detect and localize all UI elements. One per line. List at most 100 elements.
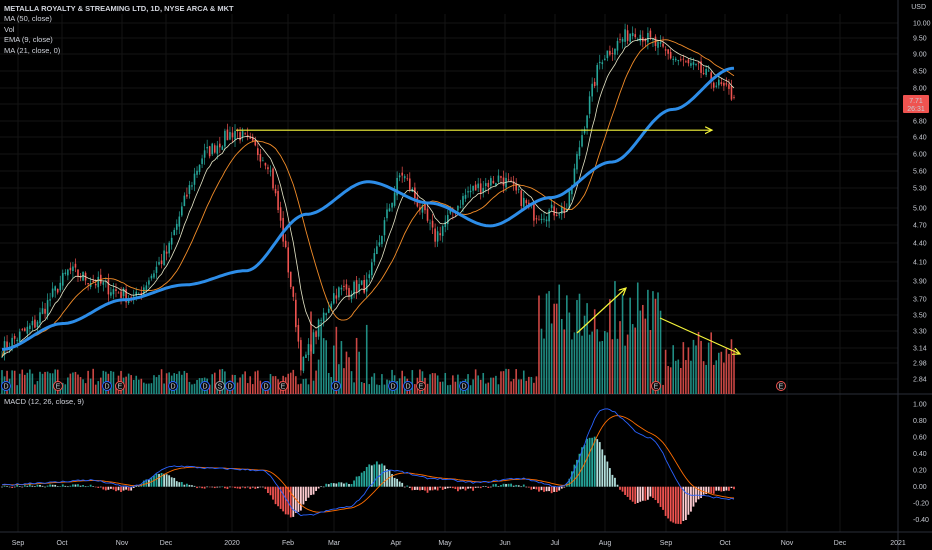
time-tick: Nov (116, 540, 129, 547)
volume-bar (401, 370, 403, 394)
candle-body (122, 288, 125, 297)
volume-bar (191, 384, 193, 394)
legend-ma21[interactable]: MA (21, close, 0) (4, 45, 61, 55)
macd-axis[interactable]: 1.00 0.80 0.60 0.40 0.20 0.00 -0.20 -0.40 (913, 402, 929, 525)
macd-hist-bar (196, 486, 198, 489)
volume-bar (601, 340, 604, 394)
candle-body (320, 319, 322, 321)
macd-hist-bar (697, 486, 700, 500)
volume-bar (525, 380, 528, 394)
price-axis[interactable]: 10.009.509.008.508.007.206.806.406.005.6… (913, 21, 931, 384)
macd-hist-bar (246, 486, 249, 488)
macd-hist-bar (239, 486, 241, 489)
volume-bar (487, 382, 490, 394)
legend-ema9[interactable]: EMA (9, close) (4, 35, 53, 45)
macd-hist-bar (626, 486, 629, 497)
time-axis[interactable]: Sep Oct Nov Dec 2020 Feb Mar Apr May Jun Jul Aug Sep… (12, 540, 906, 547)
macd-hist-bar (46, 485, 49, 487)
volume-bar (307, 384, 310, 394)
macd-hist-bar (343, 483, 345, 487)
macd-hist-bar (325, 483, 328, 487)
event-marker-circle (261, 381, 271, 391)
volume-bar (583, 315, 586, 394)
volume-bar (647, 289, 649, 394)
legend-ma50[interactable]: MA (50, close) (4, 14, 52, 24)
macd-hist-bar (712, 486, 715, 494)
macd-hist-bar (555, 486, 558, 492)
macd-hist-bar (636, 486, 639, 503)
volume-bar (591, 331, 593, 394)
candle-body (393, 192, 396, 206)
macd-hist-bar (170, 477, 173, 487)
macd-hist-bar (682, 486, 685, 521)
macd-hist-bar (459, 486, 462, 490)
candle-body (725, 83, 728, 85)
candle-body (188, 185, 191, 194)
event-marker-label: D (405, 383, 410, 390)
volume-bar (672, 345, 675, 394)
ma50-line (1, 66, 735, 351)
volume-bar (239, 377, 241, 394)
candle-body (279, 207, 282, 221)
candle-body (155, 266, 158, 273)
volume-bar (669, 367, 672, 394)
event-marker: E (278, 381, 288, 391)
candle-body (497, 175, 500, 182)
macd-hist-bar (229, 486, 231, 488)
symbol-title[interactable]: METALLA ROYALTY & STREAMING LTD, 1D, NYS… (4, 4, 234, 13)
volume-bar (563, 329, 566, 394)
macd-hist-bar (213, 486, 216, 489)
candle-body (125, 289, 127, 303)
macd-legend[interactable]: MACD (12, 26, close, 9) (4, 397, 85, 406)
candle-body (446, 214, 449, 225)
candle-body (264, 162, 267, 166)
macd-hist-bar (21, 486, 24, 488)
volume-bar (320, 322, 322, 394)
candle-body (568, 191, 571, 209)
event-marker: E (53, 381, 63, 391)
candle-body (267, 167, 269, 170)
volume-bar (662, 384, 664, 394)
candle-body (173, 229, 176, 236)
macd-hist-bar (733, 486, 735, 490)
volume-bar (84, 383, 87, 394)
macd-hist-bar (254, 486, 257, 489)
candle-body (295, 299, 297, 328)
volume-bar (158, 374, 160, 394)
candle-body (219, 143, 221, 148)
macd-hist-bar (267, 486, 269, 493)
volume-bar (520, 379, 523, 394)
event-marker-label: D (3, 383, 8, 390)
macd-hist-bar (102, 486, 105, 490)
macd-hist-bar (115, 486, 117, 492)
candle-body (459, 206, 462, 208)
volume-bar (560, 319, 563, 394)
candle-body (720, 82, 723, 85)
volume-bar (72, 372, 74, 394)
candle-body (183, 195, 186, 207)
volume-bar (449, 384, 452, 394)
volume-bar (705, 364, 707, 394)
volume-bar (335, 326, 338, 394)
volume-bar (505, 368, 507, 394)
volume-bar (51, 373, 54, 394)
volume-bar (246, 383, 249, 394)
macd-hist-bar (34, 486, 36, 487)
candle-body (657, 41, 659, 48)
volume-bar (606, 332, 609, 394)
legend-vol[interactable]: Vol (4, 24, 15, 34)
volume-bar (644, 318, 647, 394)
volume-bar (479, 379, 482, 394)
volume-bar (312, 380, 315, 394)
candle-body (246, 134, 249, 137)
candle-body (659, 42, 662, 44)
macd-hist-bar (327, 484, 330, 487)
macd-hist-bar (64, 485, 67, 487)
macd-hist-bar (517, 485, 520, 487)
candle-body (619, 39, 621, 41)
candle-body (626, 30, 629, 41)
macd-hist-bar (715, 486, 718, 491)
price-tick: 4.40 (913, 241, 927, 248)
volume-bar (515, 369, 517, 394)
